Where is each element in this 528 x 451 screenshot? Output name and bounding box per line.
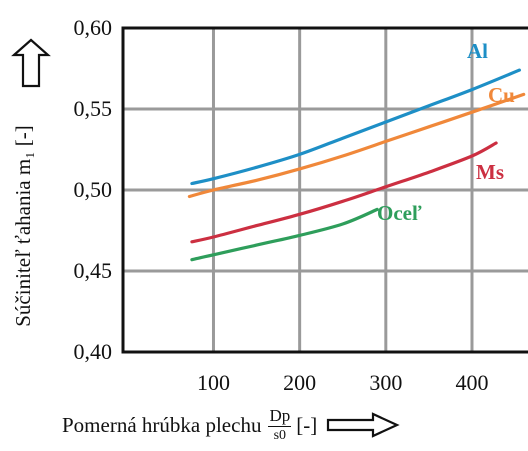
- x-axis-unit: [-]: [296, 412, 318, 437]
- plot-frame: [121, 26, 528, 354]
- fraction-denominator: s0: [273, 428, 287, 443]
- x-axis-label: Pomerná hrúbka plechu Dp s0 [-]: [62, 402, 401, 448]
- fraction-numerator: Dp: [268, 406, 292, 427]
- y-tick-label: 0,40: [74, 339, 113, 364]
- series-label-oce: Oceľ: [377, 201, 422, 225]
- series-line-al: [190, 68, 521, 186]
- y-tick-labels: 0,40 0,45 0,50 0,55 0,60: [74, 15, 113, 364]
- y-tick-label: 0,50: [74, 177, 113, 202]
- right-arrow-icon: [327, 412, 400, 438]
- x-tick-label: 200: [283, 370, 316, 395]
- series-label-ms: Ms: [476, 160, 504, 184]
- series-label-cu: Cu: [488, 83, 515, 107]
- series-line-ms: [190, 141, 498, 244]
- y-tick-label: 0,45: [74, 258, 113, 283]
- x-axis-label-text: Pomerná hrúbka plechu: [62, 412, 262, 437]
- x-axis-fraction: Dp s0: [268, 406, 292, 443]
- series-line-oce: [190, 207, 379, 262]
- chart-grid: [123, 26, 528, 354]
- y-tick-label: 0,55: [74, 96, 113, 121]
- series-label-al: Al: [467, 39, 488, 63]
- y-tick-label: 0,60: [74, 15, 113, 40]
- x-tick-label: 300: [369, 370, 402, 395]
- y-axis-label: Súčiniteľ ťahania m₁ [-]: [11, 125, 35, 327]
- x-tick-labels: 100 200 300 400: [197, 370, 489, 395]
- chart-series: [187, 68, 526, 262]
- x-tick-label: 400: [455, 370, 488, 395]
- x-tick-label: 100: [197, 370, 230, 395]
- series-line-cu: [187, 92, 526, 199]
- up-arrow-icon: [11, 38, 51, 88]
